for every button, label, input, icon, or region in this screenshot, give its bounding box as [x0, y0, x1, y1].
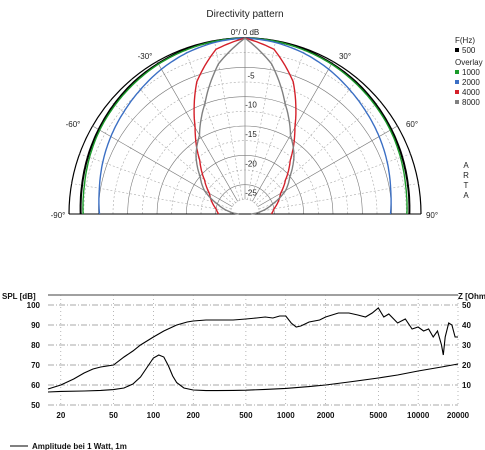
legend-swatch-2000: [455, 80, 459, 84]
polar-spoke: [252, 61, 334, 202]
angle-label-pos60: 60°: [406, 120, 418, 129]
arta-letter: R: [463, 171, 469, 180]
spl-xtick: 50: [109, 411, 118, 420]
legend-item-2000: 2000: [462, 78, 480, 87]
spl-xtick: 1000: [277, 411, 295, 420]
polar-series-8000: [195, 37, 295, 215]
polar-spoke: [156, 61, 238, 202]
legend-label: Amplitude bei 1 Watt, 1m: [32, 442, 127, 450]
spl-ytick-right: 50: [462, 301, 471, 310]
impedance-curve: [47, 354, 459, 393]
polar-labels: 0°/ 0 dB -30° 30° -60° 60° -90° 90°: [51, 28, 438, 220]
polar-spoke: [258, 153, 411, 210]
polar-spoke: [184, 48, 241, 201]
directivity-polar-chart: Directivity pattern 0°/ 0 dB -30° 30° -6…: [51, 9, 483, 220]
angle-label-pos90: 90°: [426, 211, 438, 220]
spl-ytick-left: 100: [27, 301, 41, 310]
spl-ytick-left: 60: [31, 381, 40, 390]
ring-labels: -5 -10 -15 -20 -25: [245, 71, 257, 197]
spl-xtick: 100: [147, 411, 161, 420]
ring-label: -15: [245, 130, 257, 139]
spl-xtick: 5000: [369, 411, 387, 420]
legend-header: F(Hz): [455, 36, 475, 45]
legend-item-500: 500: [462, 46, 476, 55]
polar-spoke: [214, 40, 243, 200]
angle-label-0: 0°/ 0 dB: [231, 28, 260, 37]
polar-spoke: [109, 100, 234, 205]
arta-letter: A: [463, 161, 469, 170]
polar-grid: [68, 37, 422, 215]
polar-ring: [230, 199, 260, 215]
legend-swatch-8000: [455, 100, 459, 104]
angle-label-neg60: -60°: [66, 120, 81, 129]
spl-xtick: 200: [187, 411, 201, 420]
spl-ytick-right: 30: [462, 341, 471, 350]
spl-grid: [48, 294, 459, 406]
spl-xtick: 10000: [407, 411, 430, 420]
polar-spoke: [259, 183, 419, 212]
polar-spoke: [249, 48, 306, 201]
polar-spoke: [247, 40, 276, 200]
spl-ylabel-left: SPL [dB]: [2, 292, 36, 301]
spl-impedance-chart: 50 60 70 80 90 100 10 20 30 40 50 20 50 100 200 500 1000…: [2, 292, 485, 450]
polar-title: Directivity pattern: [206, 9, 283, 20]
spl-ytick-right: 20: [462, 361, 471, 370]
polar-spoke: [131, 78, 236, 203]
spl-xtick: 20000: [447, 411, 470, 420]
legend-item-8000: 8000: [462, 98, 480, 107]
polar-series: [79, 36, 411, 215]
ring-label: -10: [245, 101, 257, 110]
spl-xtick: 2000: [317, 411, 335, 420]
angle-label-neg90: -90°: [51, 211, 66, 220]
polar-ring: [171, 140, 319, 215]
arta-letter: T: [464, 181, 469, 190]
ring-label: -5: [247, 71, 255, 80]
spl-series: [47, 307, 459, 393]
angle-label-pos30: 30°: [339, 52, 351, 61]
angle-label-neg30: -30°: [138, 52, 153, 61]
spl-ytick-left: 90: [31, 321, 40, 330]
polar-spoke: [79, 153, 232, 210]
legend-swatch-1000: [455, 70, 459, 74]
legend-item-1000: 1000: [462, 68, 480, 77]
spl-ytick-left: 50: [31, 401, 40, 410]
spl-ytick-right: 40: [462, 321, 471, 330]
legend-swatch-4000: [455, 90, 459, 94]
polar-spoke: [254, 78, 359, 203]
polar-spoke: [256, 100, 381, 205]
legend-overlay-title: Overlay: [455, 58, 483, 67]
spl-ytick-left: 80: [31, 341, 40, 350]
arta-letter: A: [463, 191, 469, 200]
spl-tick-labels: 50 60 70 80 90 100 10 20 30 40 50 20 50 100 200 500 1000…: [27, 301, 472, 420]
spl-ytick-right: 10: [462, 381, 471, 390]
spl-ylabel-right: Z [Ohm]: [458, 292, 485, 301]
ring-label: -25: [245, 189, 257, 198]
spl-ytick-left: 70: [31, 361, 40, 370]
polar-spoke: [71, 183, 231, 212]
ring-label: -20: [245, 159, 257, 168]
spl-amplitude-curve: [47, 307, 458, 390]
spl-xtick: 500: [239, 411, 253, 420]
legend-item-4000: 4000: [462, 88, 480, 97]
spl-xtick: 20: [56, 411, 65, 420]
legend-swatch-500: [455, 48, 459, 52]
